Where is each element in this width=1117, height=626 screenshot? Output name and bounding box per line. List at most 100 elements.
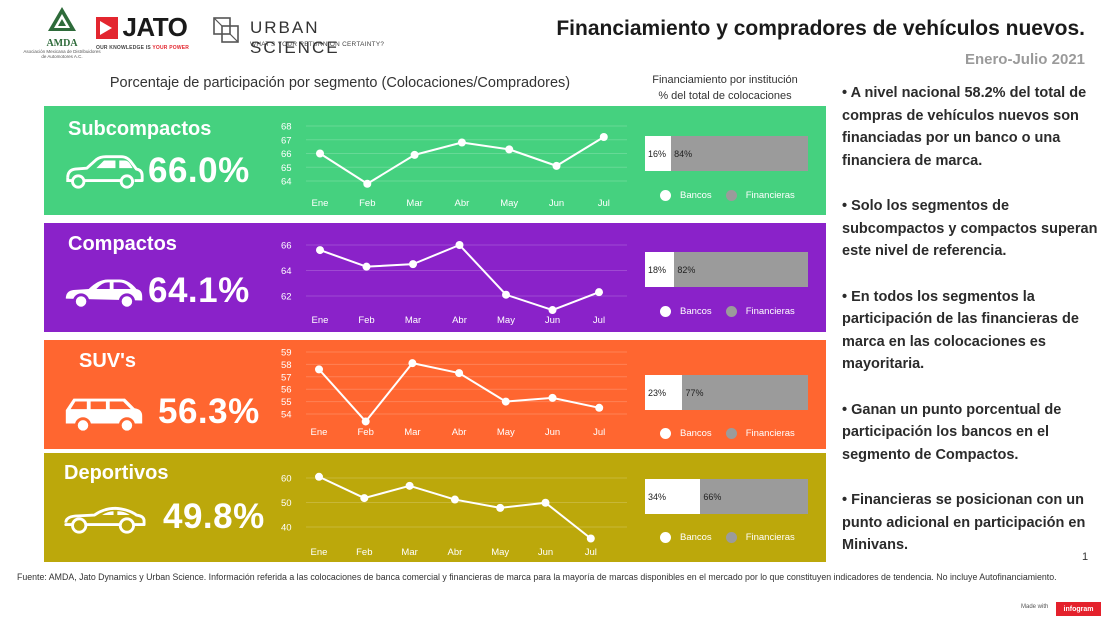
segment-name: SUV's [79, 350, 137, 372]
x-tick-label: Jun [545, 315, 560, 326]
legend-banks-label: Bancos [680, 532, 712, 543]
data-point-may[interactable] [496, 503, 505, 512]
data-point-feb[interactable] [360, 494, 369, 503]
x-tick-label: Jul [585, 547, 597, 558]
financing-legend: Bancos Financieras [660, 428, 795, 439]
x-tick-label: Feb [359, 198, 375, 209]
urban-science-logo: URBAN SCIENCE WHAT'S YOUR RETURN ON CERT… [212, 12, 412, 57]
data-point-jun[interactable] [552, 161, 561, 170]
urban-science-tagline: WHAT'S YOUR RETURN ON CERTAINTY? [250, 41, 385, 48]
data-point-mar[interactable] [405, 481, 414, 490]
y-tick-label: 59 [281, 348, 292, 359]
data-point-ene[interactable] [315, 365, 323, 374]
financing-legend: Bancos Financieras [660, 306, 795, 317]
x-tick-label: Jul [598, 198, 610, 209]
line-chart-subcompactos: 64 65 66 67 68 Ene Feb Mar Abr May Jun Jul [281, 122, 627, 209]
panel-suvs: SUV's 56.3% 54 55 56 57 58 59 Ene Feb Mar Abr May Jun… [44, 340, 826, 449]
segment-total-percent: 64.1% [148, 271, 250, 310]
legend-financieras-swatch [725, 190, 737, 201]
financing-bar-deportivos: 34% 66% [645, 479, 808, 514]
financieras-share[interactable]: 77% [682, 375, 808, 410]
note-4: • Ganan un punto porcentual de participa… [842, 401, 1062, 463]
x-tick-label: Mar [406, 198, 422, 209]
data-point-jul[interactable] [599, 133, 608, 141]
data-point-jun[interactable] [541, 498, 550, 507]
y-tick-label: 68 [281, 122, 292, 133]
data-point-mar[interactable] [408, 359, 417, 368]
segment-name: Subcompactos [68, 118, 212, 140]
data-point-jun[interactable] [548, 393, 557, 402]
key-findings: • A nivel nacional 58.2% del total de co… [842, 82, 1102, 580]
data-point-abr[interactable] [450, 495, 459, 504]
data-point-feb[interactable] [362, 262, 371, 271]
x-tick-label: May [491, 547, 509, 558]
amda-wordmark: AMDA [46, 38, 78, 49]
x-tick-label: Abr [452, 315, 467, 326]
financieras-share[interactable]: 82% [674, 252, 808, 287]
segment-total-percent: 66.0% [148, 151, 250, 190]
logos-row: AMDA Asociación Mexicana de Distribuidor… [14, 4, 414, 64]
segment-total-percent: 56.3% [158, 392, 260, 431]
y-tick-label: 67 [281, 135, 292, 146]
x-tick-label: May [500, 198, 518, 209]
jato-tagline: OUR KNOWLEDGE IS YOUR POWER [96, 45, 190, 51]
financieras-share[interactable]: 84% [671, 136, 808, 171]
data-point-abr[interactable] [457, 138, 466, 147]
banks-share[interactable]: 16% [645, 136, 672, 171]
note-2: • Solo los segmentos de subcompactos y c… [842, 198, 1098, 259]
note-3: • En todos los segmentos la participació… [842, 288, 1079, 373]
x-tick-label: Ene [312, 315, 329, 326]
y-tick-label: 64 [281, 266, 292, 277]
x-tick-label: Mar [404, 427, 420, 438]
data-point-may[interactable] [505, 145, 514, 154]
data-point-jul[interactable] [595, 288, 603, 297]
data-point-may[interactable] [502, 290, 510, 299]
data-point-mar[interactable] [410, 150, 419, 159]
x-tick-label: Feb [356, 547, 372, 558]
x-tick-label: May [497, 315, 515, 326]
jato-wordmark: JATO [122, 12, 188, 42]
x-tick-label: May [497, 427, 515, 438]
banks-share[interactable]: 34% [645, 479, 701, 514]
data-point-ene[interactable] [316, 149, 324, 158]
x-tick-label: Ene [311, 547, 328, 558]
legend-banks-swatch [660, 306, 671, 317]
segment-name: Deportivos [64, 462, 169, 484]
financing-bar-compactos: 18% 82% [645, 252, 808, 287]
amda-logo: AMDA Asociación Mexicana de Distribuidor… [22, 6, 102, 64]
data-point-abr[interactable] [455, 241, 464, 249]
data-point-jun[interactable] [548, 306, 557, 315]
period-label: Enero-Julio 2021 [964, 51, 1085, 68]
x-tick-label: Ene [311, 427, 328, 438]
infogram-badge[interactable]: infogram [1056, 602, 1101, 616]
data-point-may[interactable] [501, 397, 510, 406]
y-tick-label: 65 [281, 163, 292, 174]
data-point-jul[interactable] [586, 534, 595, 543]
x-tick-label: Feb [358, 427, 374, 438]
financieras-share[interactable]: 66% [700, 479, 808, 514]
y-tick-label: 50 [281, 498, 292, 509]
data-point-jul[interactable] [595, 403, 604, 412]
data-point-abr[interactable] [455, 369, 464, 378]
banks-share[interactable]: 23% [645, 375, 683, 410]
series-line [319, 244, 600, 312]
legend-banks-swatch [660, 532, 671, 543]
y-tick-label: 66 [281, 241, 292, 252]
y-tick-label: 62 [281, 292, 292, 303]
legend-banks-label: Bancos [680, 306, 712, 317]
x-tick-label: Mar [401, 547, 417, 558]
data-point-ene[interactable] [315, 472, 323, 481]
data-point-feb[interactable] [363, 179, 372, 188]
x-tick-label: Jun [545, 427, 560, 438]
suv-icon [62, 390, 146, 436]
data-point-feb[interactable] [361, 417, 370, 426]
banks-share[interactable]: 18% [645, 252, 675, 287]
panel-compactos: Compactos 64.1% 62 64 66 Ene Feb Mar Abr May Jun Ju… [44, 223, 826, 332]
legend-banks-label: Bancos [680, 190, 712, 201]
legend-financieras-label: Financieras [745, 190, 795, 201]
data-point-mar[interactable] [409, 260, 417, 269]
source-footnote: Fuente: AMDA, Jato Dynamics y Urban Scie… [17, 572, 1057, 582]
data-point-ene[interactable] [316, 246, 324, 255]
financing-bar-subcompactos: 16% 84% [645, 136, 808, 171]
